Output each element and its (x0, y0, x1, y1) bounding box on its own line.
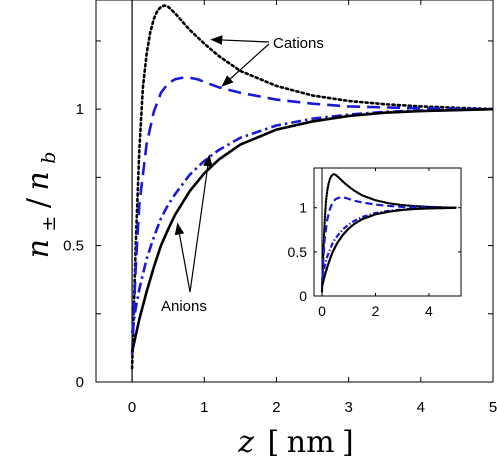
main-x-tick-label: 1 (200, 399, 208, 416)
x-axis-bracket-open: [ (268, 425, 280, 460)
inset-series-dotted-line (320, 173, 457, 293)
y-axis-n2: n (21, 171, 56, 190)
main-x-tick-label: 3 (344, 399, 352, 416)
inset-y-tick-label: 0.5 (288, 244, 308, 260)
cations-arrow-dashed (221, 43, 270, 87)
x-axis-unit: nm (287, 425, 335, 460)
inset-series-solid-line (320, 206, 456, 287)
inset-series-dashdot-line (320, 206, 456, 281)
main-series-solid-line (130, 107, 493, 353)
inset-y-tick-label: 0 (299, 288, 307, 304)
main-x-tick-label: 2 (272, 399, 280, 416)
inset-plot: 0 2 4 0 0.5 1 (288, 167, 462, 319)
y-axis-n1: n (21, 239, 56, 258)
annotation-arrows (174, 35, 270, 293)
x-axis-variable: z (237, 425, 254, 460)
inset-x-tick-label: 4 (425, 303, 433, 319)
main-y-tick-label: 0 (76, 374, 84, 391)
main-y-tick-label: 1 (76, 101, 84, 118)
inset-x-tick-label: 2 (372, 303, 380, 319)
y-axis-title: n ± / n b (21, 152, 62, 259)
main-y-tick-label: 0.5 (63, 238, 84, 255)
inset-y-tick-label: 1 (299, 200, 307, 216)
cations-arrow-dotted (210, 35, 270, 45)
main-series-dashed-line (130, 76, 493, 355)
y-axis-slash: / (21, 197, 56, 208)
inset-plot-frame (313, 167, 462, 297)
main-x-tick-label: 4 (417, 399, 425, 416)
main-x-tick-label: 0 (128, 399, 136, 416)
y-axis-pm: ± (38, 216, 60, 232)
cations-annotation: Cations (273, 35, 324, 52)
inset-series-dashed-line (320, 196, 456, 288)
main-series-dotted-line (130, 4, 493, 370)
main-x-tick-label: 5 (489, 399, 497, 416)
anions-arrow-dashdot (189, 154, 213, 293)
anions-arrow-solid (174, 222, 191, 293)
inset-x-tick-label: 0 (318, 303, 326, 319)
x-axis-bracket-close: ] (342, 425, 354, 460)
x-axis-title: z [ nm ] (237, 425, 354, 460)
anions-annotation: Anions (161, 298, 207, 315)
y-axis-b: b (38, 152, 60, 164)
